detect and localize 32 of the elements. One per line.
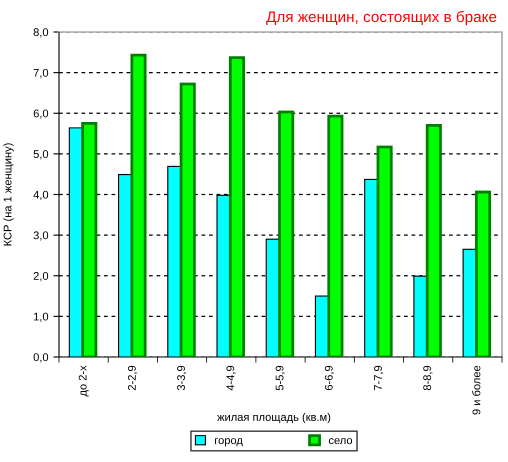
y-tick-label: 3,0 <box>34 231 48 241</box>
bar <box>475 190 492 357</box>
x-tick-label: 2-2,9 <box>128 366 138 390</box>
x-tick-label: 3-3,9 <box>177 366 186 390</box>
legend-label: село <box>328 438 352 444</box>
bar <box>228 56 245 357</box>
bar <box>130 54 147 357</box>
x-tick-label: 4-4,9 <box>226 366 236 390</box>
chart-title: Для женщин, состоящих в браке <box>266 10 496 26</box>
y-tick-label: 2,0 <box>34 272 48 282</box>
y-tick-label: 4,0 <box>33 190 48 200</box>
bar <box>376 146 393 357</box>
bar <box>180 82 196 357</box>
bar <box>327 114 344 357</box>
x-tick-label: 5-5,9 <box>276 366 285 390</box>
bar <box>278 110 294 357</box>
bar <box>81 122 98 357</box>
y-tick-label: 8,0 <box>34 28 48 38</box>
y-tick-label: 6,0 <box>34 110 48 119</box>
x-axis-title: жилая площадь (кв.м) <box>217 412 330 424</box>
legend-label: город <box>215 438 243 446</box>
x-tick-label: 8-8,9 <box>423 366 432 390</box>
x-tick-label: 6-6,9 <box>324 366 334 390</box>
x-tick-label: до 2-х <box>78 365 89 396</box>
y-tick-label: 0,0 <box>34 353 48 362</box>
x-tick-label: 7-7,9 <box>374 366 384 390</box>
bar <box>426 124 442 357</box>
y-tick-label: 1,0 <box>34 312 48 322</box>
y-tick-label: 7,0 <box>34 68 48 78</box>
x-tick-label: 9 и более <box>472 366 480 415</box>
y-tick-label: 5,0 <box>34 150 48 160</box>
y-axis-title: КСР (на 1 женщину) <box>3 143 14 246</box>
